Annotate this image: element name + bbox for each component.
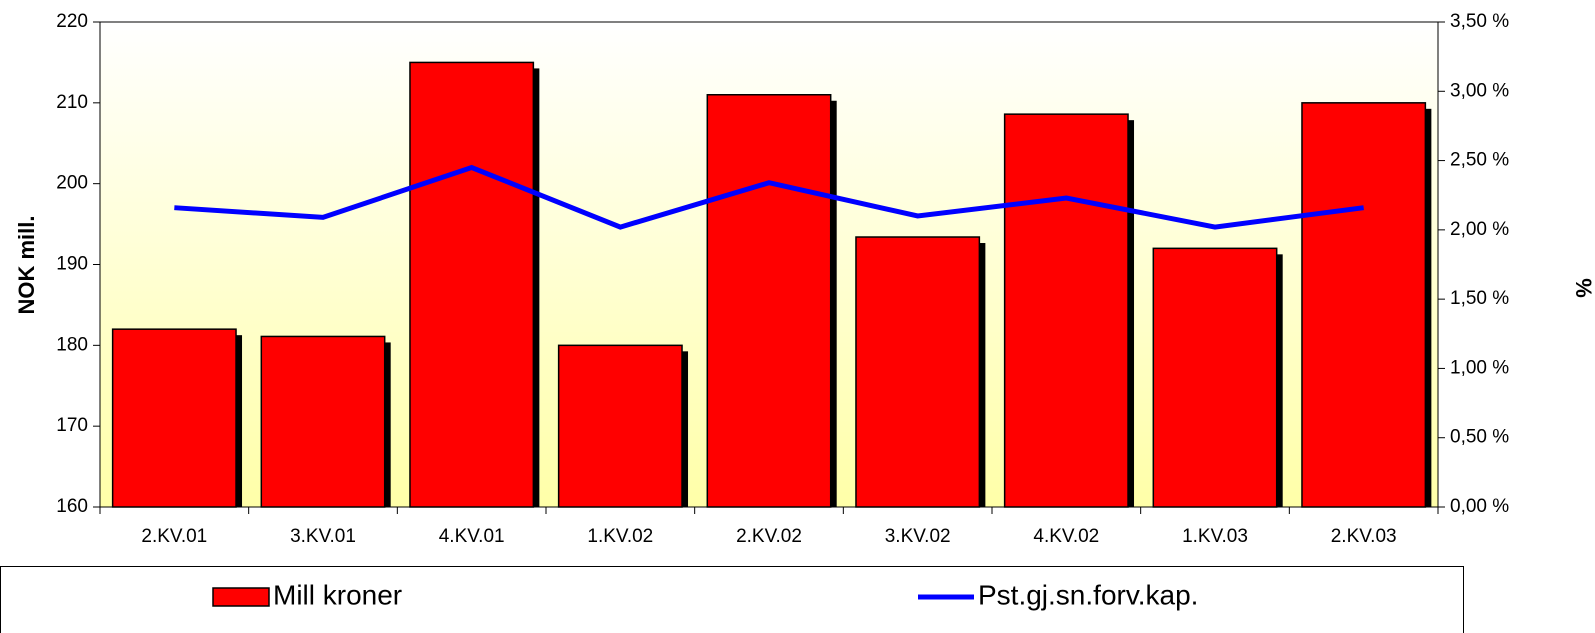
x-tick-label: 2.KV.03	[1331, 526, 1397, 547]
y2-tick-label: 3,50 %	[1450, 11, 1509, 32]
y-tick-label: 200	[56, 173, 88, 194]
bar	[1152, 247, 1278, 508]
y2-tick-label: 2,00 %	[1450, 219, 1509, 240]
y2-tick-label: 2,50 %	[1450, 150, 1509, 171]
bar	[557, 344, 683, 508]
bar	[1301, 102, 1427, 508]
y2-axis-label: %	[1571, 278, 1595, 298]
x-tick-label: 4.KV.01	[439, 526, 505, 547]
y-tick-label: 220	[56, 11, 88, 32]
x-tick-label: 4.KV.02	[1033, 526, 1099, 547]
x-tick-label: 1.KV.03	[1182, 526, 1248, 547]
y-tick-label: 210	[56, 92, 88, 113]
bar	[855, 236, 981, 508]
legend-label: Pst.gj.sn.forv.kap.	[978, 579, 1198, 610]
legend-label: Mill kroner	[273, 579, 402, 610]
y-tick-label: 170	[56, 415, 88, 436]
x-tick-label: 2.KV.01	[141, 526, 207, 547]
line	[174, 164, 1364, 230]
y2-tick-label: 0,50 %	[1450, 427, 1509, 448]
y2-tick-label: 3,00 %	[1450, 80, 1509, 101]
x-tick-label: 3.KV.01	[290, 526, 356, 547]
y2-tick-label: 0,00 %	[1450, 496, 1509, 517]
bar	[1003, 113, 1129, 508]
y2-tick-label: 1,00 %	[1450, 357, 1509, 378]
x-tick-label: 2.KV.02	[736, 526, 802, 547]
y-tick-label: 180	[56, 334, 88, 355]
x-tick-label: 1.KV.02	[587, 526, 653, 547]
bar	[409, 61, 535, 508]
y-tick-label: 190	[56, 254, 88, 275]
legend-swatch	[212, 587, 270, 607]
y2-tick-label: 1,50 %	[1450, 288, 1509, 309]
y-tick-label: 160	[56, 496, 88, 517]
y-axis-label: NOK mill.	[14, 215, 39, 314]
bar	[260, 335, 386, 508]
bar	[111, 328, 237, 508]
bar	[706, 94, 832, 508]
x-tick-label: 3.KV.02	[885, 526, 951, 547]
